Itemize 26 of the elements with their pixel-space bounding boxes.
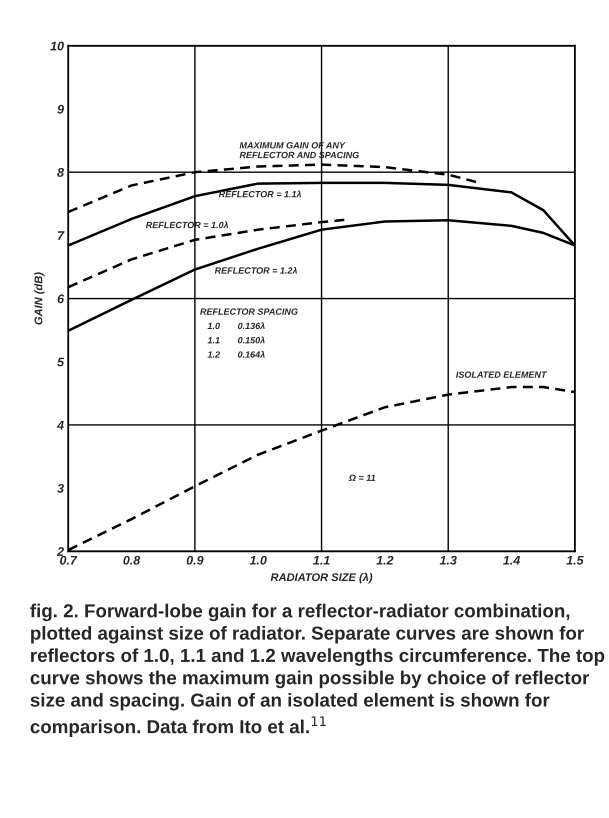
annotation: REFLECTOR = 1.2λ — [214, 266, 297, 274]
x-tick-label: 0.7 — [60, 556, 78, 565]
x-axis-title: RADIATOR SIZE (λ) — [270, 572, 372, 584]
annotation: Ω = 11 — [348, 474, 376, 481]
x-tick-label: 1.3 — [440, 556, 457, 565]
y-tick-label: 10 — [50, 42, 64, 50]
x-tick-label: 1.1 — [313, 556, 330, 565]
annotation: ISOLATED ELEMENT — [456, 371, 548, 378]
y-axis-title: GAIN (dB) — [34, 272, 45, 325]
x-tick-label: 1.0 — [250, 556, 267, 565]
y-tick-label: 2 — [56, 547, 64, 556]
y-tick-label: 7 — [58, 231, 65, 240]
y-tick-label: 8 — [57, 168, 64, 177]
x-tick-label: 0.8 — [123, 556, 140, 565]
y-tick-label: 4 — [56, 420, 64, 430]
y-tick-label: 3 — [57, 484, 64, 493]
x-tick-label: 1.5 — [566, 556, 584, 565]
annotation: REFLECTOR SPACING 1.0 0.136λ 1.1 0.150λ 1.2 0.164λ — [200, 308, 298, 358]
y-tick-label: 9 — [57, 104, 64, 114]
y-tick-label: 6 — [58, 294, 64, 304]
caption: fig. 2. Forward-lobe gain for a reflector-radiator combination, plotted against size of radiator. Separate curves are shown for reflectors of 1.0, 1.1 and 1.2 wavelengths circumference. The top curve shows the maximum gain possible by choice of reflector size and spacing. Gain of an isolated element is shown for comparison. Data from Ito et al.$^{11}$ — [30, 604, 604, 738]
y-tick-label: 5 — [57, 358, 64, 366]
x-tick-label: 0.9 — [186, 556, 204, 565]
x-tick-label: 1.2 — [376, 556, 394, 565]
x-tick-label: 1.4 — [503, 556, 520, 565]
annotation: REFLECTOR = 1.1λ — [218, 190, 301, 198]
